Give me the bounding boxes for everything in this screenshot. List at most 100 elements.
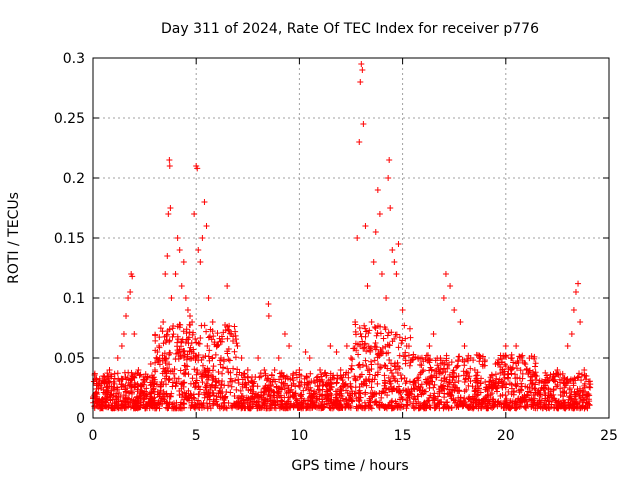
dense-marker (180, 348, 187, 355)
dense-marker (323, 382, 330, 389)
dense-marker (508, 365, 515, 372)
dense-marker (424, 376, 431, 383)
dense-marker (307, 400, 314, 407)
y-axis-label: ROTI / TECUs (6, 192, 22, 284)
dense-marker (217, 384, 224, 391)
dense-marker (517, 386, 524, 393)
dense-marker (292, 383, 299, 390)
dense-marker (316, 405, 323, 412)
dense-marker (508, 385, 515, 392)
dense-marker (222, 322, 229, 329)
dense-marker (293, 395, 300, 402)
dense-marker (320, 404, 327, 411)
dense-marker (358, 380, 365, 387)
dense-marker (349, 356, 356, 363)
dense-marker (206, 400, 213, 407)
dense-marker (474, 372, 481, 379)
dense-marker (585, 378, 592, 385)
dense-marker (267, 378, 274, 385)
dense-marker (418, 381, 425, 388)
data-point (102, 391, 109, 397)
dense-marker (431, 397, 438, 404)
dense-marker (187, 355, 194, 362)
data-point (275, 355, 282, 361)
dense-marker (411, 378, 418, 385)
dense-marker (101, 374, 108, 381)
data-point (255, 355, 262, 361)
dense-marker (115, 404, 122, 411)
dense-marker (220, 329, 227, 336)
data-point (166, 163, 173, 169)
dense-marker (277, 385, 284, 392)
dense-marker (415, 377, 422, 384)
data-point (356, 139, 363, 145)
dense-marker (546, 398, 553, 405)
dense-marker (193, 371, 200, 378)
dense-marker (567, 393, 574, 400)
dense-marker (199, 371, 206, 378)
dense-marker (178, 339, 185, 346)
dense-marker (360, 345, 367, 352)
dense-marker (463, 386, 470, 393)
data-point (585, 391, 592, 397)
dense-marker (586, 383, 593, 390)
dense-marker (402, 357, 409, 364)
dense-marker (363, 363, 370, 370)
dense-marker (501, 368, 508, 375)
x-tick-label: 5 (192, 428, 201, 444)
dense-marker (336, 401, 343, 408)
dense-marker (357, 403, 364, 410)
dense-marker (403, 405, 410, 412)
dense-marker (570, 403, 577, 410)
dense-marker (371, 323, 378, 330)
dense-marker (163, 390, 170, 397)
dense-marker (402, 387, 409, 394)
dense-marker (441, 378, 448, 385)
dense-marker (388, 369, 395, 376)
dense-marker (506, 405, 513, 412)
dense-marker (504, 370, 511, 377)
dense-marker (156, 334, 163, 341)
data-point (110, 379, 117, 385)
dense-marker (172, 356, 179, 363)
dense-marker (247, 387, 254, 394)
dense-marker (180, 328, 187, 335)
dense-marker (488, 371, 495, 378)
dense-marker (176, 392, 183, 399)
dense-marker (180, 400, 187, 407)
chart-title: Day 311 of 2024, Rate Of TEC Index for r… (161, 21, 539, 37)
dense-marker (154, 388, 161, 395)
dense-marker (228, 383, 235, 390)
data-point (348, 355, 354, 361)
dense-marker (374, 380, 381, 387)
dense-marker (227, 378, 234, 385)
dense-marker (292, 390, 299, 397)
data-point (376, 211, 383, 217)
dense-marker (415, 393, 422, 400)
data-point (125, 295, 132, 301)
dense-marker (363, 382, 370, 389)
dense-marker (396, 365, 403, 372)
dense-marker (368, 361, 375, 368)
dense-marker (207, 387, 214, 394)
dense-marker (248, 405, 255, 412)
dense-marker (552, 370, 559, 377)
dense-marker (196, 391, 203, 398)
data-point (209, 319, 216, 325)
dense-marker (448, 395, 455, 402)
dense-marker (288, 382, 295, 389)
dense-marker (396, 389, 403, 396)
dense-marker (362, 333, 369, 340)
dense-marker (226, 327, 233, 334)
dense-marker (366, 378, 373, 385)
dense-marker (513, 404, 520, 411)
dense-marker (289, 375, 296, 382)
dense-marker (104, 404, 111, 411)
dense-marker (451, 370, 458, 377)
dense-marker (294, 404, 301, 411)
dense-marker (385, 349, 392, 356)
dense-marker (416, 402, 423, 409)
data-point (172, 271, 179, 277)
dense-marker (285, 389, 292, 396)
dense-marker (132, 383, 139, 390)
